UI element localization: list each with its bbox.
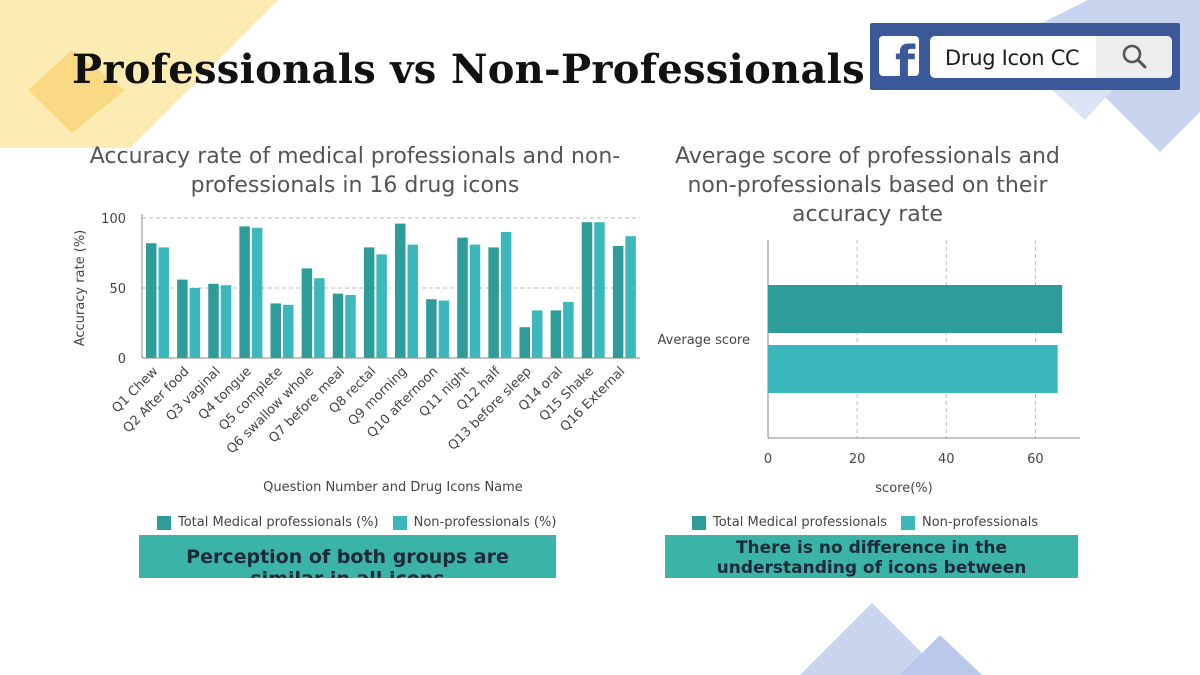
chart2-title-line: Average score of professionals and [675, 144, 1060, 169]
chart2-title-line: non-professionals based on their [687, 173, 1048, 198]
bar [563, 302, 574, 358]
bar [376, 254, 387, 358]
bar [581, 222, 593, 358]
bar [625, 236, 636, 358]
banner-line: Perception of both groups are [186, 546, 509, 568]
y-tick-label: Average score [658, 333, 750, 348]
legend-swatch [692, 515, 706, 530]
bar [251, 227, 263, 358]
legend-label: Total Medical professionals (%) [178, 515, 379, 530]
banner-line: understanding of icons between [716, 558, 1027, 578]
x-tick-label: 20 [849, 452, 866, 467]
deco-yellow-small [28, 50, 125, 133]
bar [239, 226, 250, 358]
bar [301, 268, 313, 358]
legend-item: Non-professionals (%) [392, 515, 557, 530]
average-score-bar-chart: 0 20 40 60 Average score score(%) [658, 240, 1080, 496]
bar [550, 310, 562, 358]
bar [189, 288, 201, 358]
bar [488, 247, 499, 358]
bar [407, 244, 418, 358]
bar [158, 247, 169, 358]
chart2-title-line: accuracy rate [792, 202, 943, 227]
deco-blue-bottom-2 [900, 635, 982, 675]
legend-item: Non-professionals [900, 515, 1039, 530]
bar [345, 295, 356, 358]
bar [220, 285, 232, 358]
bar [332, 293, 344, 358]
y-tick-label: 100 [101, 212, 126, 227]
page-title: Professionals vs Non-Professionals [72, 46, 865, 93]
legend-swatch [157, 515, 171, 530]
search-text: Drug Icon CC [945, 46, 1080, 70]
legend-swatch [392, 515, 407, 530]
bar [270, 303, 281, 358]
bar [283, 304, 294, 358]
facebook-logo-icon[interactable]: f [879, 36, 919, 76]
bar [500, 232, 512, 358]
legend-swatch [900, 515, 915, 530]
bar [768, 345, 1058, 393]
bar [532, 310, 543, 358]
legend-item: Total Medical professionals [692, 515, 887, 530]
legend-item: Total Medical professionals (%) [157, 515, 379, 530]
x-tick-label: 60 [1027, 452, 1044, 467]
x-axis-label: score(%) [875, 481, 932, 496]
legend-label: Non-professionals [921, 515, 1039, 530]
bar [426, 299, 437, 358]
facebook-search-badge: f Drug Icon CC [870, 23, 1180, 90]
bar [469, 244, 481, 358]
conclusion-banner-left: Perception of both groups are similar in… [139, 535, 556, 578]
deco-blue-bottom-1 [800, 603, 944, 675]
bar [314, 278, 325, 358]
legend-label: Non-professionals (%) [413, 515, 557, 530]
search-button[interactable] [1096, 36, 1172, 78]
y-axis-label: Accuracy rate (%) [73, 230, 88, 347]
bar [146, 243, 157, 358]
search-icon [1122, 44, 1147, 69]
x-tick-label: 40 [938, 452, 955, 467]
bar [519, 327, 530, 358]
bar [768, 285, 1063, 333]
conclusion-banner-right: There is no difference in the understand… [665, 535, 1078, 578]
banner-line: There is no difference in the [735, 538, 1008, 558]
y-tick-label: 50 [109, 282, 126, 297]
bar [612, 246, 624, 358]
x-axis-label: Question Number and Drug Icons Name [263, 480, 523, 495]
bar [363, 247, 375, 358]
bar [395, 223, 406, 358]
chart1-title-line: professionals in 16 drug icons [190, 173, 520, 198]
bar [594, 222, 605, 358]
y-tick-label: 0 [118, 352, 126, 367]
legend-label: Total Medical professionals [713, 515, 887, 530]
chart2-title: Average score of professionals and non-p… [640, 142, 1095, 229]
bar [208, 283, 219, 358]
banner-line: similar in all icons [139, 568, 556, 578]
search-box[interactable]: Drug Icon CC [930, 36, 1172, 78]
bar [457, 237, 468, 358]
chart2-legend: Total Medical professionals Non-professio… [692, 515, 1052, 530]
x-tick-label: 0 [764, 452, 772, 467]
chart1-title: Accuracy rate of medical professionals a… [60, 142, 650, 200]
bar [177, 279, 188, 358]
bar [438, 300, 450, 358]
chart1-legend: Total Medical professionals (%) Non-profe… [157, 515, 570, 530]
chart1-title-line: Accuracy rate of medical professionals a… [89, 144, 621, 169]
